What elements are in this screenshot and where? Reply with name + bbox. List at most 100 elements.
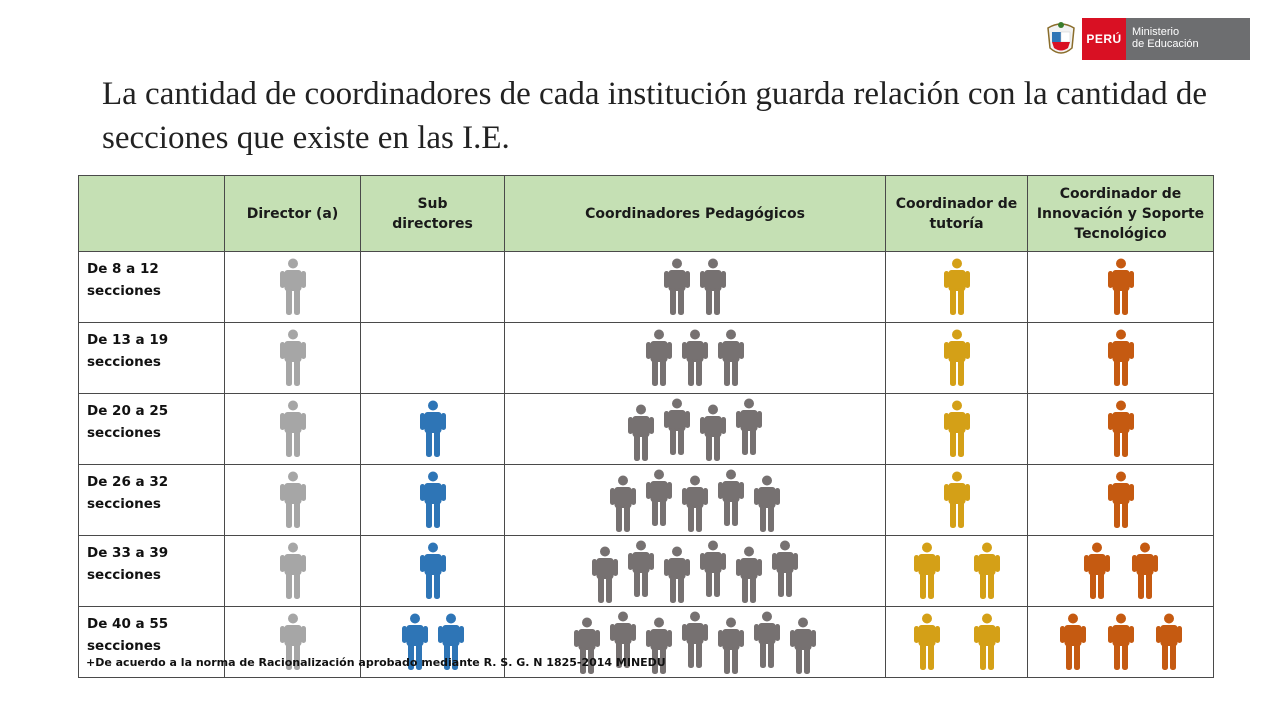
ministry-line-1: Ministerio — [1132, 26, 1180, 38]
header-pedagogicos: Coordinadores Pedagógicos — [504, 175, 886, 252]
pedagogico-person-icon — [682, 329, 708, 386]
table-row: De 33 a 39 secciones — [78, 535, 1214, 607]
pedagogico-person-icon — [646, 329, 672, 386]
tutoria-cell — [885, 535, 1028, 607]
tutoria-person-icon — [943, 400, 970, 457]
innovacion-cell — [1027, 606, 1214, 678]
innovacion-people — [1028, 607, 1213, 677]
subdirector-cell — [360, 535, 505, 607]
director-person-icon — [279, 613, 306, 670]
tutoria-people — [886, 394, 1027, 464]
table-header-row: Director (a) Sub directores Coordinadore… — [78, 175, 1214, 252]
pedagogico-person-icon — [682, 611, 708, 668]
ministry-name: Ministerio de Educación — [1126, 18, 1250, 60]
director-people — [225, 607, 360, 677]
pedagogico-cell — [504, 606, 886, 678]
pedagogico-person-icon — [736, 546, 762, 603]
country-label: PERÚ — [1082, 18, 1126, 60]
pedagogico-person-icon — [754, 475, 780, 532]
pedagogico-people — [505, 252, 885, 322]
pedagogico-person-icon — [664, 398, 690, 455]
tutoria-people — [886, 536, 1027, 606]
tutoria-cell — [885, 464, 1028, 536]
pedagogico-person-icon — [754, 611, 780, 668]
pedagogico-person-icon — [718, 469, 744, 526]
tutoria-person-icon — [913, 613, 940, 670]
pedagogico-people — [505, 607, 885, 677]
director-cell — [224, 606, 361, 678]
innovacion-people — [1028, 323, 1213, 393]
pedagogico-person-icon — [700, 258, 726, 315]
innovacion-person-icon — [1059, 613, 1086, 670]
table-row: De 26 a 32 secciones — [78, 464, 1214, 536]
pedagogico-person-icon — [718, 329, 744, 386]
innovacion-person-icon — [1155, 613, 1182, 670]
pedagogico-person-icon — [664, 546, 690, 603]
subdirector-people — [361, 536, 504, 606]
innovacion-people — [1028, 394, 1213, 464]
header-director: Director (a) — [224, 175, 361, 252]
pedagogico-person-icon — [628, 540, 654, 597]
subdirector-cell — [360, 606, 505, 678]
tutoria-person-icon — [973, 542, 1000, 599]
header-tutoria: Coordinador de tutoría — [885, 175, 1028, 252]
table-row: De 8 a 12 secciones — [78, 251, 1214, 323]
director-people — [225, 536, 360, 606]
table-row: De 13 a 19 secciones — [78, 322, 1214, 394]
director-person-icon — [279, 258, 306, 315]
pedagogico-person-icon — [682, 475, 708, 532]
table-row: De 40 a 55 secciones — [78, 606, 1214, 678]
table-row: De 20 a 25 secciones — [78, 393, 1214, 465]
pedagogico-person-icon — [574, 617, 600, 674]
director-person-icon — [279, 400, 306, 457]
row-label: De 40 a 55 secciones — [78, 606, 225, 678]
subdirector-cell — [360, 322, 505, 394]
subdirector-people — [361, 323, 504, 393]
header-innovacion: Coordinador de Innovación y Soporte Tecn… — [1027, 175, 1214, 252]
pedagogico-person-icon — [772, 540, 798, 597]
subdirector-people — [361, 465, 504, 535]
tutoria-people — [886, 252, 1027, 322]
pedagogico-person-icon — [790, 617, 816, 674]
tutoria-person-icon — [943, 258, 970, 315]
pedagogico-person-icon — [700, 404, 726, 461]
tutoria-person-icon — [973, 613, 1000, 670]
tutoria-cell — [885, 606, 1028, 678]
pedagogico-people — [505, 323, 885, 393]
innovacion-cell — [1027, 322, 1214, 394]
subdirector-people — [361, 252, 504, 322]
tutoria-person-icon — [913, 542, 940, 599]
subdirector-person-icon — [419, 400, 446, 457]
innovacion-people — [1028, 536, 1213, 606]
coordinators-table: Director (a) Sub directores Coordinadore… — [78, 175, 1214, 678]
innovacion-cell — [1027, 251, 1214, 323]
header-subdirectores: Sub directores — [360, 175, 505, 252]
innovacion-person-icon — [1107, 258, 1134, 315]
pedagogico-cell — [504, 464, 886, 536]
innovacion-cell — [1027, 393, 1214, 465]
pedagogico-cell — [504, 251, 886, 323]
tutoria-person-icon — [943, 329, 970, 386]
pedagogico-person-icon — [628, 404, 654, 461]
innovacion-cell — [1027, 464, 1214, 536]
pedagogico-person-icon — [610, 611, 636, 668]
row-label: De 26 a 32 secciones — [78, 464, 225, 536]
subdirector-cell — [360, 251, 505, 323]
subdirector-cell — [360, 464, 505, 536]
director-person-icon — [279, 329, 306, 386]
ministry-logo: PERÚ Ministerio de Educación — [1044, 18, 1250, 60]
director-people — [225, 323, 360, 393]
director-cell — [224, 251, 361, 323]
innovacion-person-icon — [1107, 400, 1134, 457]
tutoria-people — [886, 465, 1027, 535]
director-people — [225, 465, 360, 535]
director-cell — [224, 393, 361, 465]
footnote: +De acuerdo a la norma de Racionalizació… — [86, 656, 666, 669]
row-label: De 13 a 19 secciones — [78, 322, 225, 394]
pedagogico-people — [505, 394, 885, 464]
pedagogico-person-icon — [646, 469, 672, 526]
pedagogico-person-icon — [718, 617, 744, 674]
subdirector-person-icon — [419, 471, 446, 528]
coat-of-arms-icon — [1047, 22, 1075, 54]
pedagogico-person-icon — [664, 258, 690, 315]
